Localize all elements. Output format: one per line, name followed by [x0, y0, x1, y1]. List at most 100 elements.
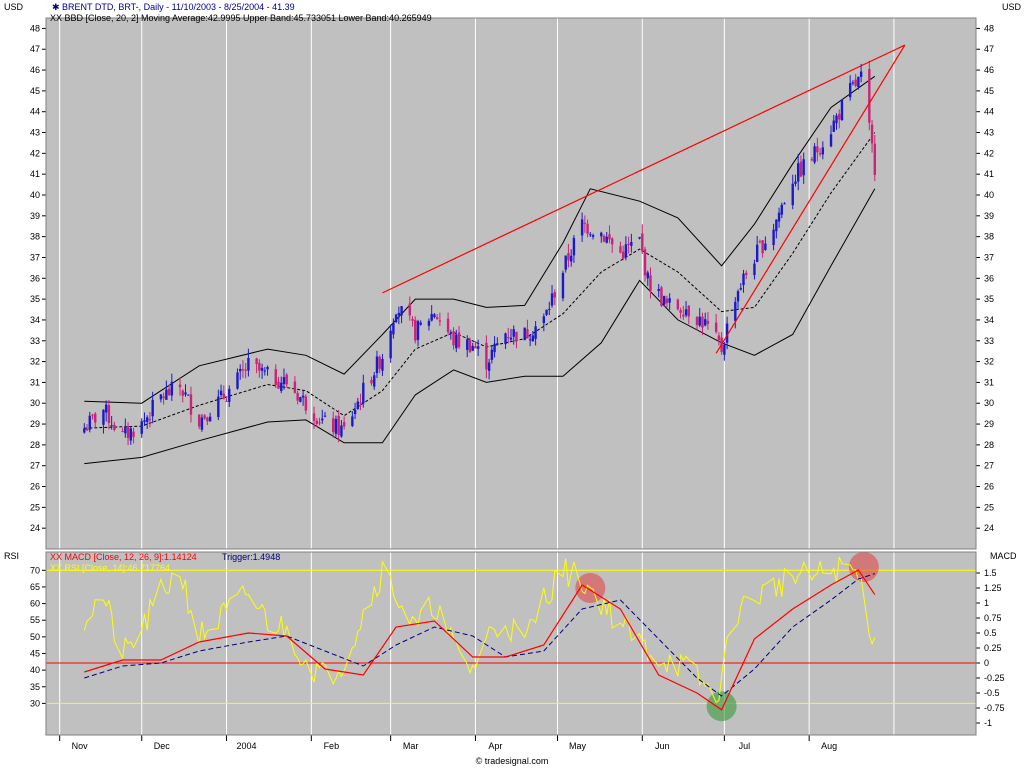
candle-body — [821, 147, 825, 155]
candle-body — [217, 396, 220, 417]
rsi-tick-label: 60 — [30, 599, 40, 609]
star-icon: ✱ — [52, 2, 60, 12]
candle-body — [742, 273, 745, 286]
macd-legend[interactable]: XX MACD [Close, 12, 26, 9]:1.14124 — [50, 552, 197, 562]
candle-body — [542, 316, 546, 324]
x-tick-label: Jul — [739, 741, 751, 751]
rsi-legend[interactable]: XX RSI [Close, 14]:46.717764 — [50, 563, 170, 573]
y-tick-label-right: 43 — [984, 128, 994, 138]
candle-body — [280, 382, 283, 392]
candle-body — [107, 405, 111, 424]
candle-body — [236, 372, 239, 389]
candle-body — [351, 416, 354, 426]
y-tick-label-left: 32 — [30, 357, 40, 367]
macd-tick-label: 0.5 — [984, 628, 997, 638]
x-tick-label: 2004 — [237, 741, 257, 751]
indicator-panel[interactable] — [46, 552, 976, 735]
macd-tick-label: -0.5 — [984, 688, 1000, 698]
candle-body — [132, 431, 135, 438]
candle-body — [162, 396, 165, 399]
candle-body — [627, 243, 630, 245]
candle-body — [485, 342, 488, 370]
trendline-layer — [382, 44, 906, 354]
candle-body — [187, 394, 190, 396]
trendline[interactable] — [715, 44, 906, 354]
y-tick-label-right: 25 — [984, 502, 994, 512]
candle-body — [840, 99, 844, 121]
candle-body — [799, 161, 803, 177]
candle-body — [394, 314, 398, 323]
candle-body — [457, 332, 461, 348]
macd-tick-label: 0.75 — [984, 613, 1002, 623]
candle-body — [121, 431, 124, 433]
grid-layer — [59, 18, 895, 735]
candle-body — [241, 369, 245, 371]
candle-body — [225, 400, 228, 402]
candle-body — [471, 345, 474, 351]
candle-body — [550, 293, 554, 306]
x-tick-label: Mar — [403, 741, 419, 751]
y-tick-label-left: 30 — [30, 398, 40, 408]
candle-body — [419, 322, 422, 325]
y-tick-label-left: 48 — [30, 23, 40, 33]
y-tick-label-left: 26 — [30, 482, 40, 492]
candle-body — [266, 366, 269, 370]
candle-body — [545, 309, 548, 315]
rsi-tick-label: 30 — [30, 698, 40, 708]
y-tick-label-right: 36 — [984, 273, 994, 283]
y-tick-label-right: 41 — [984, 169, 994, 179]
y-tick-label-right: 29 — [984, 419, 994, 429]
candle-body — [714, 322, 718, 333]
y-tick-label-right: 30 — [984, 398, 994, 408]
bollinger-legend[interactable]: XX BBD [Close, 20, 2] Moving Average:42.… — [50, 13, 432, 23]
candle-body — [777, 212, 781, 222]
y-tick-label-left: 27 — [30, 461, 40, 471]
candle-body — [507, 337, 510, 339]
candle-body — [755, 244, 759, 262]
candle-body — [528, 339, 532, 341]
candle-body — [446, 318, 450, 333]
price-panel[interactable] — [46, 18, 976, 549]
candle-body — [695, 317, 699, 326]
candle-body — [85, 428, 89, 431]
candle-body — [263, 370, 267, 372]
candle-body — [548, 308, 551, 310]
y-tick-label-right: 47 — [984, 44, 994, 54]
candle-body — [643, 249, 647, 276]
trigger-legend[interactable]: Trigger:1.4948 — [222, 552, 280, 562]
macd-tick-label: 1.5 — [984, 568, 997, 578]
candle-body — [468, 340, 472, 353]
candle-body — [408, 303, 411, 316]
candle-body — [561, 272, 565, 299]
candle-body — [362, 382, 365, 404]
trendline[interactable] — [382, 44, 906, 294]
candle-body — [129, 428, 132, 441]
y-tick-label-left: 41 — [30, 169, 40, 179]
candle-body — [392, 322, 395, 335]
candle-body — [414, 319, 417, 341]
candle-body — [476, 346, 480, 349]
series-legend[interactable]: BRENT DTD, BRT-, Daily - 11/10/2003 - 8/… — [62, 2, 295, 12]
y-tick-label-left: 45 — [30, 86, 40, 96]
candle-body — [146, 417, 149, 422]
candle-body — [197, 414, 201, 427]
candle-body — [572, 237, 576, 256]
candle-body — [701, 316, 704, 328]
y-tick-label-left: 42 — [30, 148, 40, 158]
candle-body — [638, 236, 641, 239]
candle-body — [531, 335, 535, 342]
candle-body — [649, 275, 652, 291]
candle-body — [239, 368, 242, 372]
candle-body — [646, 272, 649, 279]
candle-body — [630, 242, 633, 246]
candle-body — [745, 272, 748, 275]
candle-body — [682, 314, 685, 317]
candle-body — [189, 394, 193, 415]
candle-body — [624, 244, 628, 257]
candle-body — [706, 320, 710, 324]
candle-body — [427, 320, 431, 326]
candle-body — [783, 203, 786, 205]
candle-body — [780, 204, 783, 215]
candle-body — [791, 183, 794, 206]
